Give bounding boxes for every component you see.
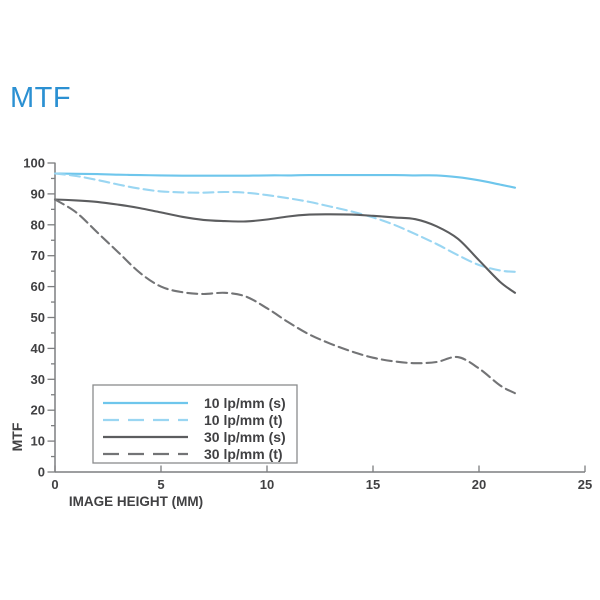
x-axis-title: IMAGE HEIGHT (MM) (69, 494, 203, 509)
curve-30-lp-mm-t (53, 198, 517, 395)
y-axis-tick-label: 20 (31, 403, 45, 418)
x-axis-tick-label: 10 (260, 477, 274, 492)
legend-label: 10 lp/mm (s) (204, 395, 286, 411)
x-axis-tick-label: 25 (578, 477, 592, 492)
y-axis-tick-label: 50 (31, 310, 45, 325)
x-axis-tick-label: 15 (366, 477, 380, 492)
y-axis-tick-label: 40 (31, 341, 45, 356)
x-axis-tick-label: 20 (472, 477, 486, 492)
y-axis-tick-label: 70 (31, 248, 45, 263)
x-axis-tick-label: 0 (51, 477, 58, 492)
y-axis-tick-label: 0 (38, 465, 45, 480)
y-axis-tick-label: 100 (23, 156, 45, 171)
legend-item-30-lp-mm-t: 30 lp/mm (t) (103, 446, 283, 462)
legend-label: 10 lp/mm (t) (204, 412, 283, 428)
x-axis-tick-label: 5 (157, 477, 164, 492)
curve-10-lp-mm-t (53, 172, 517, 273)
legend-item-10-lp-mm-t: 10 lp/mm (t) (103, 412, 283, 428)
legend-label: 30 lp/mm (t) (204, 446, 283, 462)
page-title: MTF (10, 82, 72, 114)
curve-10-lp-mm-s (53, 172, 517, 189)
legend-box (92, 384, 298, 464)
legend-item-30-lp-mm-s: 30 lp/mm (s) (103, 429, 286, 445)
legend-item-10-lp-mm-s: 10 lp/mm (s) (103, 395, 286, 411)
curve-30-lp-mm-s (53, 198, 517, 294)
legend: 10 lp/mm (s)10 lp/mm (t)30 lp/mm (s)30 l… (92, 384, 298, 464)
y-axis-tick-label: 30 (31, 372, 45, 387)
y-axis-tick-label: 90 (31, 186, 45, 201)
y-axis-tick-label: 10 (31, 434, 45, 449)
y-axis-title: MTF (9, 422, 25, 451)
legend-label: 30 lp/mm (s) (204, 429, 286, 445)
y-axis-tick-label: 80 (31, 217, 45, 232)
y-axis-tick-label: 60 (31, 279, 45, 294)
